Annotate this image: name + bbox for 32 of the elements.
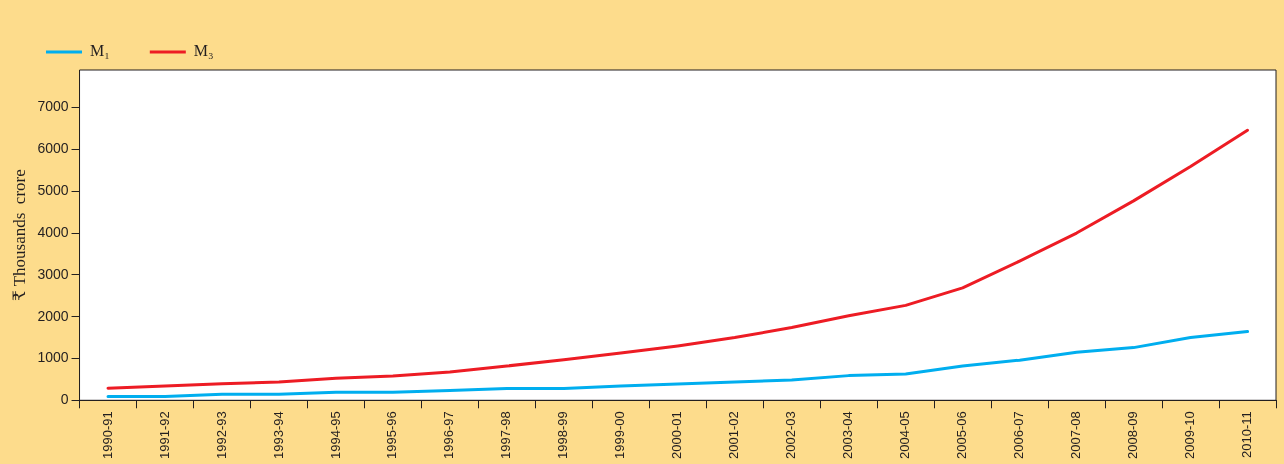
x-tick-label: 1995-96: [384, 411, 400, 460]
x-tick-label: 2000-01: [669, 411, 685, 460]
x-tick-label: 2006-07: [1011, 411, 1027, 460]
x-tick-label: 2009-10: [1182, 411, 1198, 460]
x-tick-label: 2004-05: [897, 411, 913, 460]
x-tick-label: 1999-00: [612, 411, 628, 460]
x-tick-label: 1991-92: [156, 411, 172, 460]
x-tick-label: 1997-98: [498, 411, 514, 460]
legend-label: M₁: [90, 42, 110, 60]
x-tick-label: 1990-91: [99, 411, 115, 460]
x-tick-label: 1996-97: [441, 411, 457, 460]
x-tick-label: 1992-93: [213, 411, 229, 460]
legend-label: M₃: [193, 42, 214, 60]
y-tick-label: 4000: [37, 223, 69, 240]
x-tick-label: 2001-02: [726, 411, 742, 460]
x-tick-label: 2010-11: [1239, 411, 1255, 459]
y-tick-label: 2000: [37, 307, 69, 324]
y-tick-label: 3000: [37, 265, 69, 282]
x-tick-label: 1993-94: [270, 411, 286, 460]
x-tick-label: 1998-99: [555, 411, 571, 460]
x-tick-label: 2002-03: [783, 411, 799, 460]
y-axis-title: ₹ Thousands crore: [9, 169, 29, 302]
x-tick-label: 2007-08: [1068, 411, 1084, 460]
x-tick-label: 1994-95: [327, 411, 343, 460]
y-tick-label: 5000: [37, 182, 69, 199]
x-tick-label: 2008-09: [1125, 411, 1141, 460]
y-tick-label: 1000: [37, 349, 69, 366]
x-tick-label: 2003-04: [840, 411, 856, 460]
y-tick-label: 7000: [37, 98, 69, 115]
x-tick-label: 2005-06: [954, 411, 970, 460]
y-tick-label: 6000: [37, 140, 69, 157]
y-tick-label: 0: [60, 391, 69, 408]
